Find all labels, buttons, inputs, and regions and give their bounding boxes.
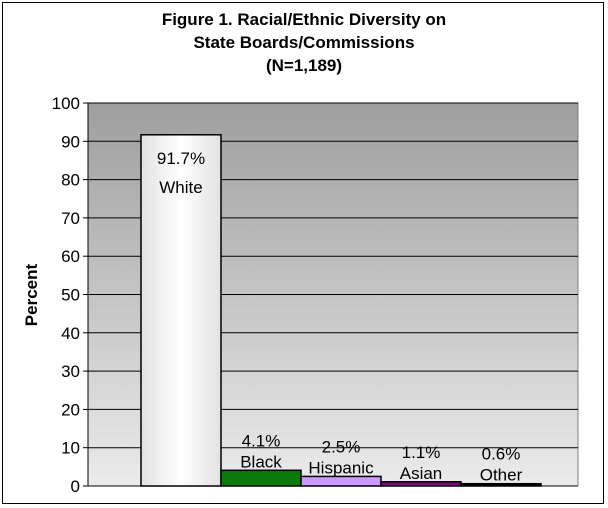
y-tick-label: 60	[61, 247, 80, 266]
category-label-black: Black	[240, 452, 282, 471]
bar-hispanic	[300, 475, 382, 487]
y-tick-label: 30	[61, 362, 80, 381]
y-tick-label: 70	[61, 209, 80, 228]
value-label-other: 0.6%	[482, 445, 521, 464]
bar-black	[220, 469, 302, 487]
chart-title-line-3: (N=1,189)	[265, 56, 343, 75]
category-label-hispanic: Hispanic	[308, 458, 374, 477]
value-label-hispanic: 2.5%	[322, 437, 361, 456]
category-label-asian: Asian	[400, 464, 443, 483]
axes: 0 10 20 30 40 50 60 70 80 90 100	[52, 94, 578, 496]
y-tick-label: 10	[61, 439, 80, 458]
value-label-white: 91.7%	[157, 149, 205, 168]
bars	[140, 134, 542, 487]
value-label-asian: 1.1%	[402, 443, 441, 462]
chart-title-line-2: State Boards/Commissions	[193, 33, 415, 52]
y-axis-label: Percent	[22, 263, 41, 326]
y-tick-label: 90	[61, 132, 80, 151]
y-tick-label: 40	[61, 324, 80, 343]
chart-title-line-1: Figure 1. Racial/Ethnic Diversity on	[161, 10, 447, 29]
category-label-white: White	[159, 178, 202, 197]
y-tick-label: 20	[61, 400, 80, 419]
data-labels: 91.7% White 4.1% Black 2.5% Hispanic 1.1% Asian…	[157, 149, 523, 485]
y-tick-label: 50	[61, 286, 80, 305]
bar-white	[140, 134, 222, 487]
y-tick-label: 0	[71, 477, 80, 496]
value-label-black: 4.1%	[242, 431, 281, 450]
category-label-other: Other	[480, 466, 523, 485]
y-tick-label: 100	[52, 94, 80, 113]
y-tick-label: 80	[61, 171, 80, 190]
